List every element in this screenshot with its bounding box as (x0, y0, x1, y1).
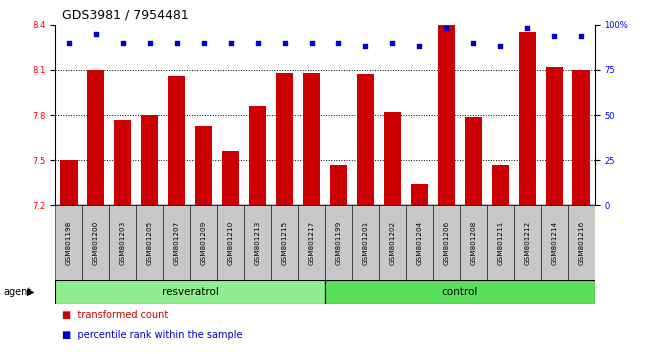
Point (118, 40, 128, 46)
Bar (491, 165, 509, 205)
Point (333, 40, 344, 46)
Text: GSM801212: GSM801212 (525, 220, 530, 265)
Text: control: control (442, 287, 478, 297)
Point (468, 40, 478, 46)
Text: ■  percentile rank within the sample: ■ percentile rank within the sample (62, 330, 242, 339)
FancyBboxPatch shape (541, 205, 568, 280)
Point (522, 25, 532, 31)
Point (172, 40, 182, 46)
Text: GSM801198: GSM801198 (66, 220, 72, 265)
Bar (195, 126, 213, 205)
FancyBboxPatch shape (325, 205, 352, 280)
FancyBboxPatch shape (568, 205, 595, 280)
Bar (60, 160, 77, 205)
FancyBboxPatch shape (271, 205, 298, 280)
Text: GDS3981 / 7954481: GDS3981 / 7954481 (62, 9, 188, 22)
Point (576, 33, 586, 39)
Bar (168, 76, 185, 205)
Text: agent: agent (3, 287, 31, 297)
Point (90, 31, 101, 37)
Text: GSM801217: GSM801217 (309, 220, 315, 265)
Bar (411, 184, 428, 205)
Text: ■  transformed count: ■ transformed count (62, 310, 168, 320)
Point (226, 40, 236, 46)
Bar (249, 106, 266, 205)
FancyBboxPatch shape (460, 205, 487, 280)
Text: GSM801210: GSM801210 (227, 220, 233, 265)
FancyBboxPatch shape (487, 205, 514, 280)
Text: GSM801200: GSM801200 (93, 220, 99, 265)
FancyBboxPatch shape (514, 205, 541, 280)
FancyBboxPatch shape (55, 205, 82, 280)
Point (198, 40, 209, 46)
Text: GSM801207: GSM801207 (174, 220, 179, 265)
Point (495, 44, 506, 49)
FancyBboxPatch shape (244, 205, 271, 280)
Bar (465, 116, 482, 205)
Bar (384, 112, 401, 205)
Point (64, 40, 74, 46)
FancyBboxPatch shape (55, 280, 325, 304)
Bar (519, 32, 536, 205)
Text: GSM801205: GSM801205 (147, 220, 153, 265)
Text: GSM801206: GSM801206 (443, 220, 449, 265)
Bar (573, 70, 590, 205)
Point (280, 40, 290, 46)
FancyBboxPatch shape (325, 280, 595, 304)
Text: GSM801215: GSM801215 (281, 220, 287, 265)
Point (387, 40, 398, 46)
Text: GSM801199: GSM801199 (335, 220, 341, 265)
Bar (357, 74, 374, 205)
Bar (276, 73, 293, 205)
Point (414, 44, 424, 49)
FancyBboxPatch shape (406, 205, 433, 280)
Point (144, 40, 155, 46)
FancyBboxPatch shape (298, 205, 325, 280)
Text: GSM801213: GSM801213 (255, 220, 261, 265)
Text: GSM801214: GSM801214 (551, 220, 557, 265)
Bar (303, 73, 320, 205)
Bar (114, 120, 131, 205)
FancyBboxPatch shape (163, 205, 190, 280)
FancyBboxPatch shape (433, 205, 460, 280)
Text: GSM801216: GSM801216 (578, 220, 584, 265)
FancyBboxPatch shape (217, 205, 244, 280)
FancyBboxPatch shape (190, 205, 217, 280)
Point (252, 40, 263, 46)
Text: GSM801201: GSM801201 (363, 220, 369, 265)
FancyBboxPatch shape (136, 205, 163, 280)
Text: GSM801203: GSM801203 (120, 220, 125, 265)
Point (441, 25, 452, 31)
Text: GSM801211: GSM801211 (497, 220, 503, 265)
FancyBboxPatch shape (82, 205, 109, 280)
Bar (437, 25, 455, 205)
FancyBboxPatch shape (109, 205, 136, 280)
FancyBboxPatch shape (379, 205, 406, 280)
Bar (87, 70, 105, 205)
Text: GSM801209: GSM801209 (201, 220, 207, 265)
Bar (330, 165, 347, 205)
Point (306, 40, 317, 46)
Text: GSM801208: GSM801208 (471, 220, 476, 265)
Text: resveratrol: resveratrol (162, 287, 218, 297)
Text: GSM801204: GSM801204 (417, 220, 423, 265)
Text: GSM801202: GSM801202 (389, 220, 395, 265)
Bar (222, 151, 239, 205)
Bar (545, 67, 563, 205)
Bar (141, 115, 159, 205)
Text: ▶: ▶ (27, 287, 35, 297)
FancyBboxPatch shape (352, 205, 379, 280)
Point (360, 44, 370, 49)
Point (549, 33, 560, 39)
